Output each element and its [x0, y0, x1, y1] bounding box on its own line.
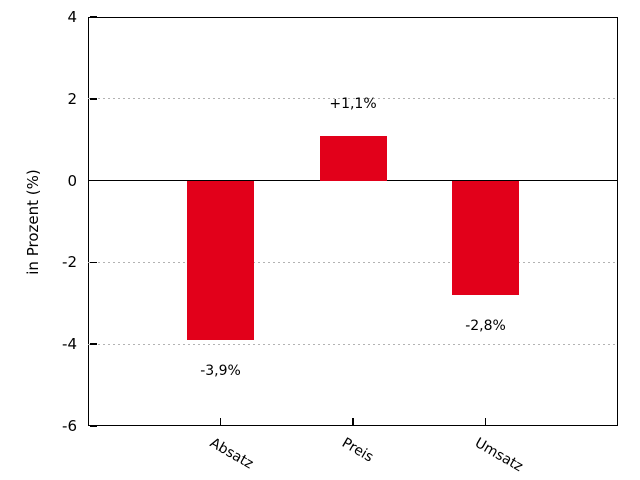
x-tick-mark — [352, 417, 354, 425]
x-tick-mark — [484, 417, 487, 425]
y-tick-mark — [89, 425, 97, 427]
y-gridline — [88, 343, 618, 345]
y-tick-label: 0 — [67, 171, 77, 190]
bar-value-label: -3,9% — [200, 363, 241, 380]
plot-area — [88, 17, 618, 426]
y-gridline — [88, 98, 618, 100]
x-category-label: Absatz — [206, 435, 256, 473]
y-axis-title: in Prozent (%) — [24, 168, 42, 275]
y-tick-label: -4 — [62, 335, 77, 354]
y-tick-mark — [89, 261, 97, 264]
y-tick-label: 4 — [67, 8, 77, 26]
bar-umsatz — [452, 180, 519, 296]
bar-value-label: -2,8% — [465, 318, 506, 335]
y-gridline — [88, 261, 618, 263]
y-tick-mark — [89, 343, 97, 345]
y-tick-label: -2 — [62, 253, 77, 272]
bar-absatz — [187, 180, 254, 341]
x-category-label: Preis — [339, 435, 376, 466]
bar-preis — [319, 135, 387, 181]
y-tick-mark — [89, 16, 97, 18]
zero-axis-line — [88, 179, 618, 182]
y-tick-mark — [89, 98, 97, 100]
x-tick-mark — [219, 417, 222, 425]
x-category-label: Umsatz — [471, 435, 526, 476]
y-tick-label: 2 — [67, 89, 77, 108]
bar-value-label: +1,1% — [329, 95, 377, 112]
y-tick-label: -6 — [62, 417, 77, 435]
